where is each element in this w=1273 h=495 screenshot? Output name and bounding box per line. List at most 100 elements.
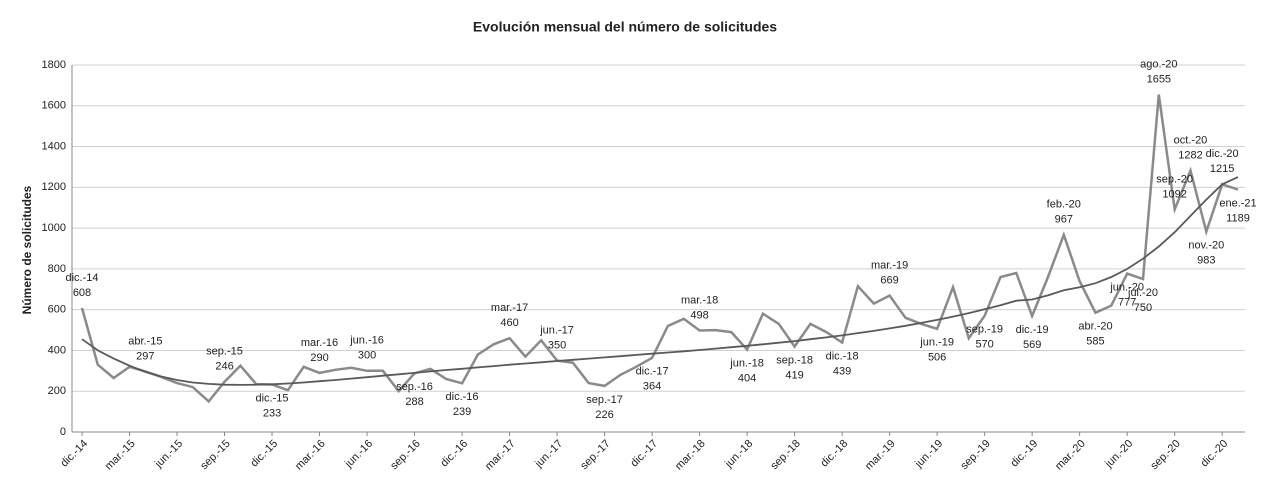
data-label: 460 <box>500 317 518 329</box>
point-label: sep.-15 <box>206 346 243 358</box>
data-label: 364 <box>643 381 661 393</box>
trend-line <box>81 176 1239 386</box>
y-tick-label: 600 <box>48 304 66 316</box>
x-tick-label: mar.-20 <box>1053 438 1088 473</box>
x-tick-label: dic.-16 <box>438 438 470 470</box>
data-label: 506 <box>928 352 946 364</box>
point-label: mar.-16 <box>301 337 338 349</box>
data-label: 498 <box>690 309 708 321</box>
point-label: sep.-17 <box>586 394 623 406</box>
point-label: mar.-19 <box>871 260 908 272</box>
x-tick-label: sep.-20 <box>1148 438 1182 472</box>
x-tick-label: mar.-15 <box>103 438 138 473</box>
y-tick-label: 1000 <box>42 222 66 234</box>
x-tick-label: dic.-17 <box>628 438 660 470</box>
data-label: 350 <box>548 340 566 352</box>
x-tick-label: dic.-14 <box>58 438 90 470</box>
chart-title: Evolución mensual del número de solicitu… <box>473 19 777 35</box>
point-label: dic.-19 <box>1016 324 1049 336</box>
data-label: 569 <box>1023 339 1041 351</box>
x-tick-label: sep.-15 <box>198 438 232 472</box>
x-tick-label: dic.-20 <box>1198 438 1230 470</box>
point-label: dic.-17 <box>636 366 669 378</box>
x-tick-label: jun.-16 <box>342 438 375 471</box>
data-label: 300 <box>358 350 376 362</box>
point-label: jun.-17 <box>539 325 574 337</box>
point-label: oct.-20 <box>1174 135 1208 147</box>
data-label: 777 <box>1118 296 1136 308</box>
x-tick-label: dic.-15 <box>248 438 280 470</box>
y-tick-label: 1400 <box>42 140 66 152</box>
y-tick-label: 1600 <box>42 100 66 112</box>
point-label: abr.-20 <box>1078 321 1112 333</box>
y-tick-label: 1800 <box>42 59 66 71</box>
data-label: 233 <box>263 407 281 419</box>
data-label: 983 <box>1197 254 1215 266</box>
point-label: mar.-18 <box>681 294 718 306</box>
y-tick-label: 0 <box>60 426 66 438</box>
x-tick-label: jun.-19 <box>912 438 945 471</box>
point-label: dic.-16 <box>446 391 479 403</box>
y-tick-label: 800 <box>48 263 66 275</box>
data-label: 1189 <box>1226 212 1250 224</box>
x-tick-label: jun.-15 <box>152 438 185 471</box>
data-label: 1092 <box>1162 188 1186 200</box>
point-label: jun.-16 <box>349 335 384 347</box>
x-tick-label: jun.-18 <box>722 438 755 471</box>
data-label: 750 <box>1134 302 1152 314</box>
y-tick-label: 1200 <box>42 181 66 193</box>
y-tick-label: 200 <box>48 385 66 397</box>
data-label: 226 <box>595 409 613 421</box>
point-label: feb.-20 <box>1047 199 1081 211</box>
point-label: sep.-20 <box>1156 173 1193 185</box>
x-tick-label: sep.-16 <box>388 438 422 472</box>
data-label: 439 <box>833 365 851 377</box>
data-label: 288 <box>405 396 423 408</box>
point-label: ene.-21 <box>1219 197 1256 209</box>
data-label: 1655 <box>1147 73 1171 85</box>
x-tick-label: dic.-18 <box>818 438 850 470</box>
x-tick-label: jun.-17 <box>532 438 565 471</box>
data-line <box>80 94 1239 404</box>
point-label: sep.-18 <box>776 354 813 366</box>
data-label: 239 <box>453 406 471 418</box>
point-label: jun.-19 <box>919 337 954 349</box>
point-label: sep.-19 <box>966 324 1003 336</box>
data-label: 404 <box>738 373 756 385</box>
data-label: 297 <box>136 350 154 362</box>
point-label: ago.-20 <box>1140 58 1177 70</box>
point-label: dic.-15 <box>256 392 289 404</box>
data-label: 585 <box>1086 336 1104 348</box>
x-tick-label: mar.-17 <box>483 438 518 473</box>
point-label: jun.-18 <box>729 358 764 370</box>
point-label: abr.-15 <box>128 335 162 347</box>
y-tick-label: 400 <box>48 344 66 356</box>
x-tick-label: mar.-19 <box>863 438 898 473</box>
x-tick-label: sep.-19 <box>958 438 992 472</box>
x-tick-label: mar.-18 <box>673 438 708 473</box>
x-tick-label: sep.-17 <box>578 438 612 472</box>
point-label: jun.-20 <box>1109 281 1144 293</box>
point-label: nov.-20 <box>1188 239 1224 251</box>
data-label: 1282 <box>1178 150 1202 162</box>
x-tick-label: mar.-16 <box>293 438 328 473</box>
x-tick-label: dic.-19 <box>1008 438 1040 470</box>
data-label: 246 <box>215 361 233 373</box>
y-axis-label: Número de solicitudes <box>20 185 34 314</box>
x-tick-label: jun.-20 <box>1102 438 1135 471</box>
point-label: dic.-18 <box>826 350 859 362</box>
point-label: mar.-17 <box>491 302 528 314</box>
point-label: sep.-16 <box>396 381 433 393</box>
data-label: 1215 <box>1210 163 1234 175</box>
data-label: 419 <box>785 369 803 381</box>
data-label: 608 <box>73 287 91 299</box>
point-label: dic.-14 <box>65 272 98 284</box>
data-label: 669 <box>880 275 898 287</box>
data-label: 967 <box>1055 214 1073 226</box>
point-label: jul.-20 <box>1127 287 1158 299</box>
point-label: dic.-20 <box>1206 148 1239 160</box>
data-label: 290 <box>310 352 328 364</box>
data-label: 570 <box>975 339 993 351</box>
